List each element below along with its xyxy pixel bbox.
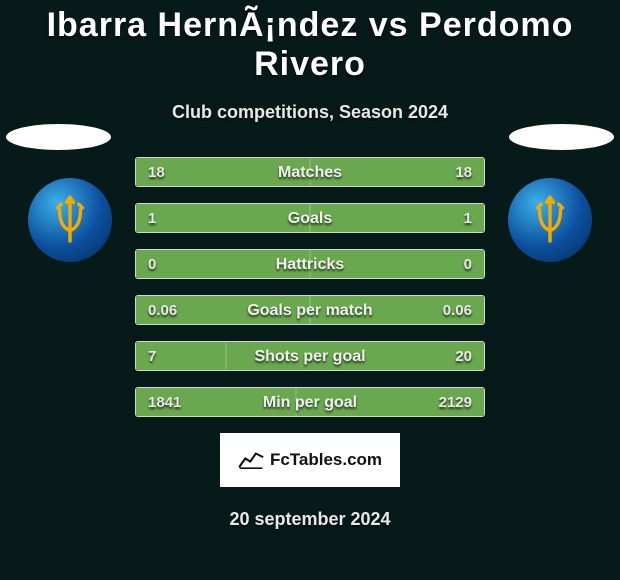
value-right: 18 [455, 158, 472, 187]
page-subtitle: Club competitions, Season 2024 [0, 102, 620, 123]
value-right: 2129 [439, 388, 472, 417]
stats-table: 1818Matches11Goals00Hattricks0.060.06Goa… [135, 157, 485, 417]
stat-row: 0.060.06Goals per match [135, 295, 485, 325]
bar-right [310, 250, 484, 278]
value-left: 0 [148, 250, 156, 279]
value-left: 1 [148, 204, 156, 233]
trident-icon [522, 192, 578, 248]
player-flag-right [509, 124, 614, 150]
stat-row: 11Goals [135, 203, 485, 233]
chart-icon [238, 450, 264, 470]
page-title: Ibarra HernÃ¡ndez vs Perdomo Rivero [0, 0, 620, 84]
stat-row: 18412129Min per goal [135, 387, 485, 417]
page-date: 20 september 2024 [0, 509, 620, 530]
bar-left [136, 250, 310, 278]
club-badge-left [28, 178, 112, 262]
stat-row: 1818Matches [135, 157, 485, 187]
club-badge-right [508, 178, 592, 262]
value-right: 20 [455, 342, 472, 371]
value-left: 7 [148, 342, 156, 371]
value-right: 0.06 [443, 296, 472, 325]
value-right: 1 [464, 204, 472, 233]
value-left: 0.06 [148, 296, 177, 325]
stat-row: 720Shots per goal [135, 341, 485, 371]
value-left: 18 [148, 158, 165, 187]
bar-right [310, 204, 484, 232]
bar-left [136, 204, 310, 232]
value-right: 0 [464, 250, 472, 279]
bar-right [226, 342, 484, 370]
value-left: 1841 [148, 388, 181, 417]
stat-row: 00Hattricks [135, 249, 485, 279]
player-flag-left [6, 124, 111, 150]
brand-box: FcTables.com [220, 433, 400, 487]
trident-icon [42, 192, 98, 248]
brand-label: FcTables.com [270, 450, 382, 470]
